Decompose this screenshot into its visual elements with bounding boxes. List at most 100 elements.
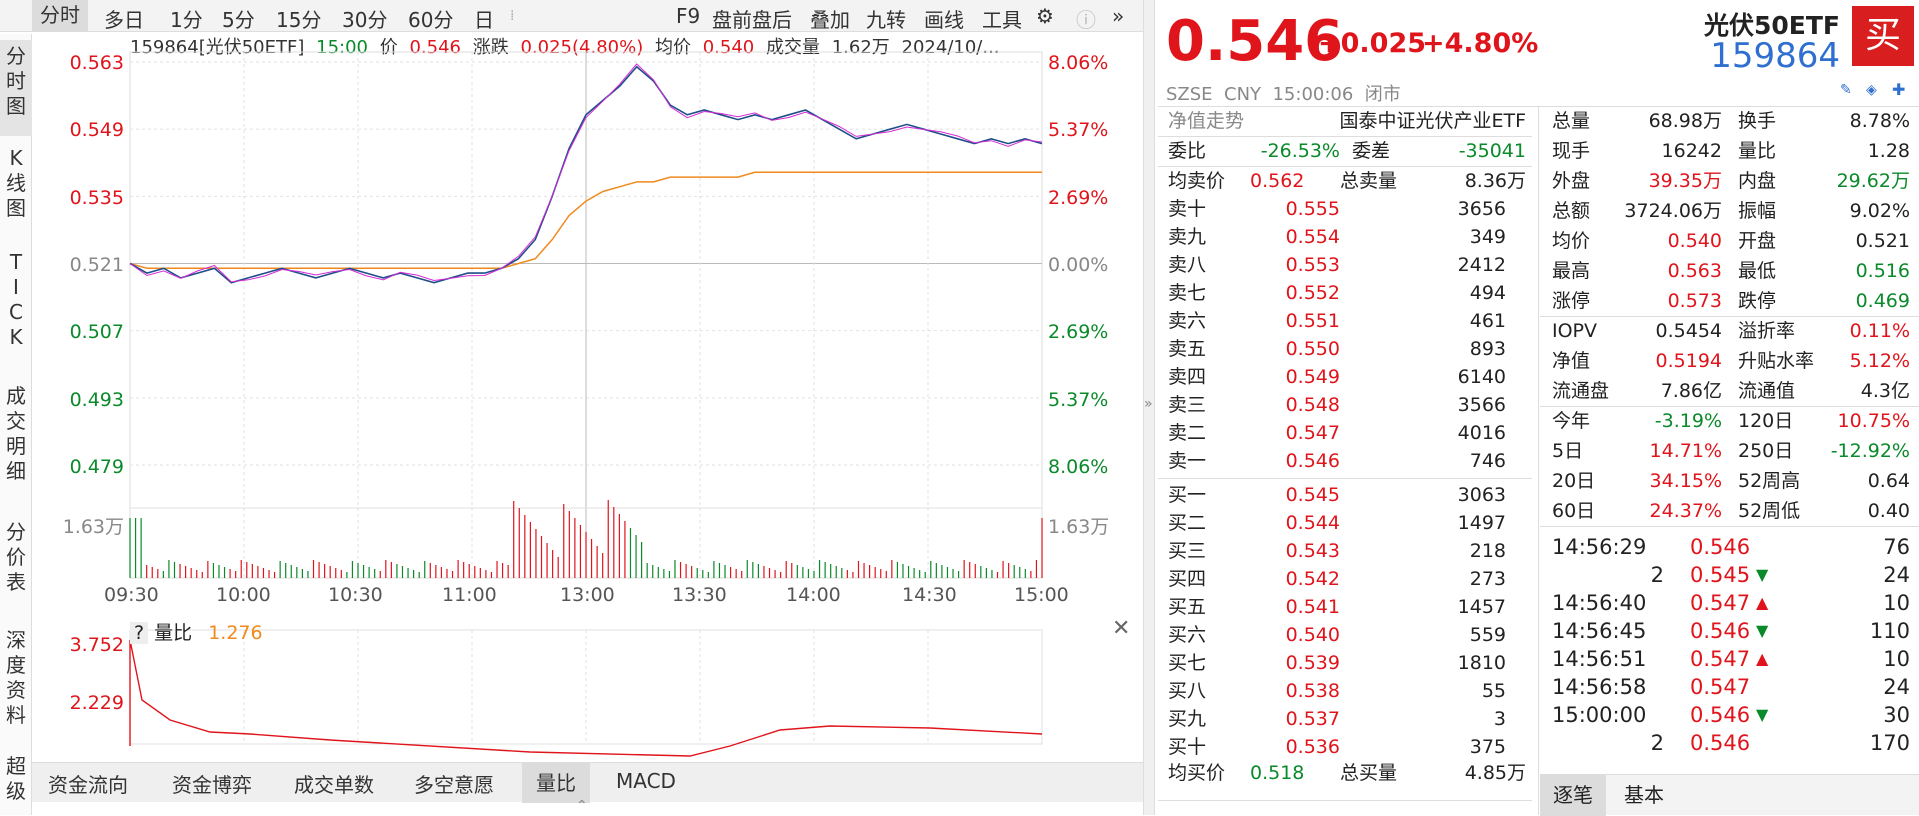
security-code-name: 159864[光伏50ETF] [130,37,305,58]
tab-15min[interactable]: 15分 [276,8,322,32]
help-icon[interactable]: ⓘ [1076,8,1096,32]
stat-label: 振幅 [1738,200,1777,222]
book-volume: 349 [1469,226,1506,248]
book-level-label: 卖二 [1168,422,1207,444]
book-volume: 3 [1493,708,1506,730]
price-tick-label: 0.549 [69,119,124,142]
stat-value: -3.19% [1654,410,1722,432]
collapse-chevron-icon[interactable]: » [1112,4,1125,28]
stat-value: 24.37% [1649,500,1722,522]
close-icon[interactable]: ✕ [1112,616,1131,641]
avg-buy-label: 均买价 [1168,762,1226,784]
book-volume: 1497 [1457,512,1506,534]
gear-icon[interactable]: ⚙ [1036,4,1054,28]
book-level-label: 卖九 [1168,226,1207,248]
vtab-timeshare[interactable]: 分时图 [0,40,32,136]
nav-trend-link[interactable]: 净值走势 [1168,110,1245,132]
stat-value: 16242 [1661,140,1722,162]
book-level-label: 买三 [1168,540,1207,562]
tick-volume: 10 [1883,647,1910,671]
tab-bull-bear[interactable]: 多空意愿 [414,773,494,797]
tab-capital-flow[interactable]: 资金流向 [48,773,128,797]
book-price: 0.536 [1285,736,1340,758]
tab-30min[interactable]: 30分 [342,8,388,32]
overlay-line [129,63,1043,283]
tab-multiday[interactable]: 多日 [104,8,144,32]
book-volume: 6140 [1457,366,1506,388]
tab-intraday[interactable]: 分时 [32,0,88,31]
alert-icon[interactable]: ◈ [1866,82,1877,98]
ratio-axis-mid: 2.229 [69,692,124,714]
vtab-kline[interactable]: K线图 [0,146,32,221]
stat-label: 20日 [1552,470,1596,492]
tab-tick-by-tick[interactable]: 逐笔 [1540,775,1606,816]
draw-button[interactable]: 画线 [924,8,964,32]
arrow-down-icon: ▼ [1756,621,1769,640]
tick-price: 0.545 [1690,563,1751,587]
pct-tick-label: 2.69% [1048,321,1109,344]
change-label: 涨跌 [472,37,509,58]
vtab-price-table[interactable]: 分价表 [0,520,32,595]
stat-value: 3724.06万 [1624,200,1722,222]
stat-value: 39.35万 [1648,170,1722,192]
tick-time: 14:56:58 [1552,675,1647,699]
book-level-label: 卖三 [1168,394,1207,416]
book-level-label: 卖十 [1168,198,1207,220]
chevron-right-icon[interactable]: » [1144,396,1153,412]
book-volume: 2412 [1457,254,1506,276]
stat-value: 1.28 [1867,140,1910,162]
add-icon[interactable]: ✚ [1892,80,1906,99]
book-price: 0.541 [1285,596,1340,618]
f9-button[interactable]: F9 [676,4,701,28]
book-price: 0.544 [1285,512,1340,534]
stat-value: 0.5454 [1655,320,1722,342]
stat-value: 8.78% [1849,110,1910,132]
book-volume: 3566 [1457,394,1506,416]
nine-turn-button[interactable]: 九转 [866,8,906,32]
tab-1min[interactable]: 1分 [170,8,203,32]
tools-button[interactable]: 工具 [982,8,1022,32]
vtab-tick[interactable]: TICK [0,250,32,350]
tab-volume-ratio[interactable]: 量比 [522,763,590,803]
premarket-button[interactable]: 盘前盘后 [712,8,792,32]
weibi-value: -26.53% [1260,140,1340,162]
avg-sell-label: 均卖价 [1168,170,1226,192]
vtab-super[interactable]: 超级 [0,754,32,814]
total-buy-label: 总买量 [1340,762,1398,784]
edit-icon[interactable]: ✎ [1840,82,1852,98]
book-price: 0.546 [1285,450,1340,472]
book-volume: 4016 [1457,422,1506,444]
pct-tick-label: 5.37% [1048,119,1109,142]
avg-value: 0.540 [702,37,755,58]
vtab-depth[interactable]: 深度资料 [0,628,32,728]
vtab-trades[interactable]: 成交明细 [0,384,32,484]
more-dots-icon[interactable]: ⁞ [510,8,515,24]
book-level-label: 卖七 [1168,282,1207,304]
tick-volume: 24 [1883,675,1910,699]
panel-divider[interactable]: » [1143,0,1155,815]
price-tick-label: 0.479 [69,455,124,478]
tab-order-count[interactable]: 成交单数 [294,773,374,797]
book-price: 0.540 [1285,624,1340,646]
stat-label: 总额 [1552,200,1591,222]
tab-capital-game[interactable]: 资金博弈 [172,773,252,797]
tick-time: 14:56:51 [1552,647,1647,671]
market-meta: SZSE CNY 15:00:06 闭市 [1166,84,1401,105]
tab-basic[interactable]: 基本 [1624,783,1664,807]
tick-price: 0.546 [1690,703,1751,727]
buy-button[interactable]: 买 [1852,6,1914,66]
overlay-button[interactable]: 叠加 [810,8,850,32]
expand-chevron-icon[interactable]: ⌃ [576,798,588,814]
tab-5min[interactable]: 5分 [222,8,255,32]
stat-label: 溢折率 [1738,320,1796,342]
intraday-chart[interactable] [0,0,1145,762]
tab-macd[interactable]: MACD [616,769,676,793]
tab-60min[interactable]: 60分 [408,8,454,32]
stat-value: 0.5194 [1655,350,1722,372]
stat-value: 0.521 [1855,230,1910,252]
ratio-help-icon[interactable]: ? [130,622,149,644]
tab-daily[interactable]: 日 [474,8,494,32]
stat-label: 净值 [1552,350,1591,372]
detail-tabs: 逐笔 基本 [1540,774,1919,816]
book-price: 0.554 [1285,226,1340,248]
